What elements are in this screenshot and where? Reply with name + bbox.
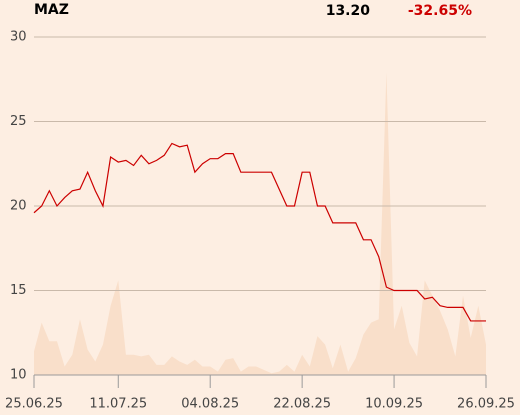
x-tick-label: 11.07.25 [89,397,147,412]
change: -32.65% [408,3,472,19]
y-tick-label: 25 [10,114,27,129]
x-tick-label: 26.09.25 [457,397,515,412]
x-tick-label: 22.08.25 [273,397,331,412]
chart-title: MAZ [34,2,69,18]
volume-area [34,72,486,376]
y-tick-label: 10 [10,368,27,383]
y-tick-label: 20 [10,199,27,214]
x-tick-label: 25.06.25 [5,397,63,412]
x-tick-label: 10.09.25 [365,397,423,412]
price: 13.20 [326,3,371,19]
y-tick-label: 30 [10,30,27,45]
price-line [33,142,486,322]
y-tick-label: 15 [10,283,27,298]
x-tick-label: 04.08.25 [181,397,239,412]
